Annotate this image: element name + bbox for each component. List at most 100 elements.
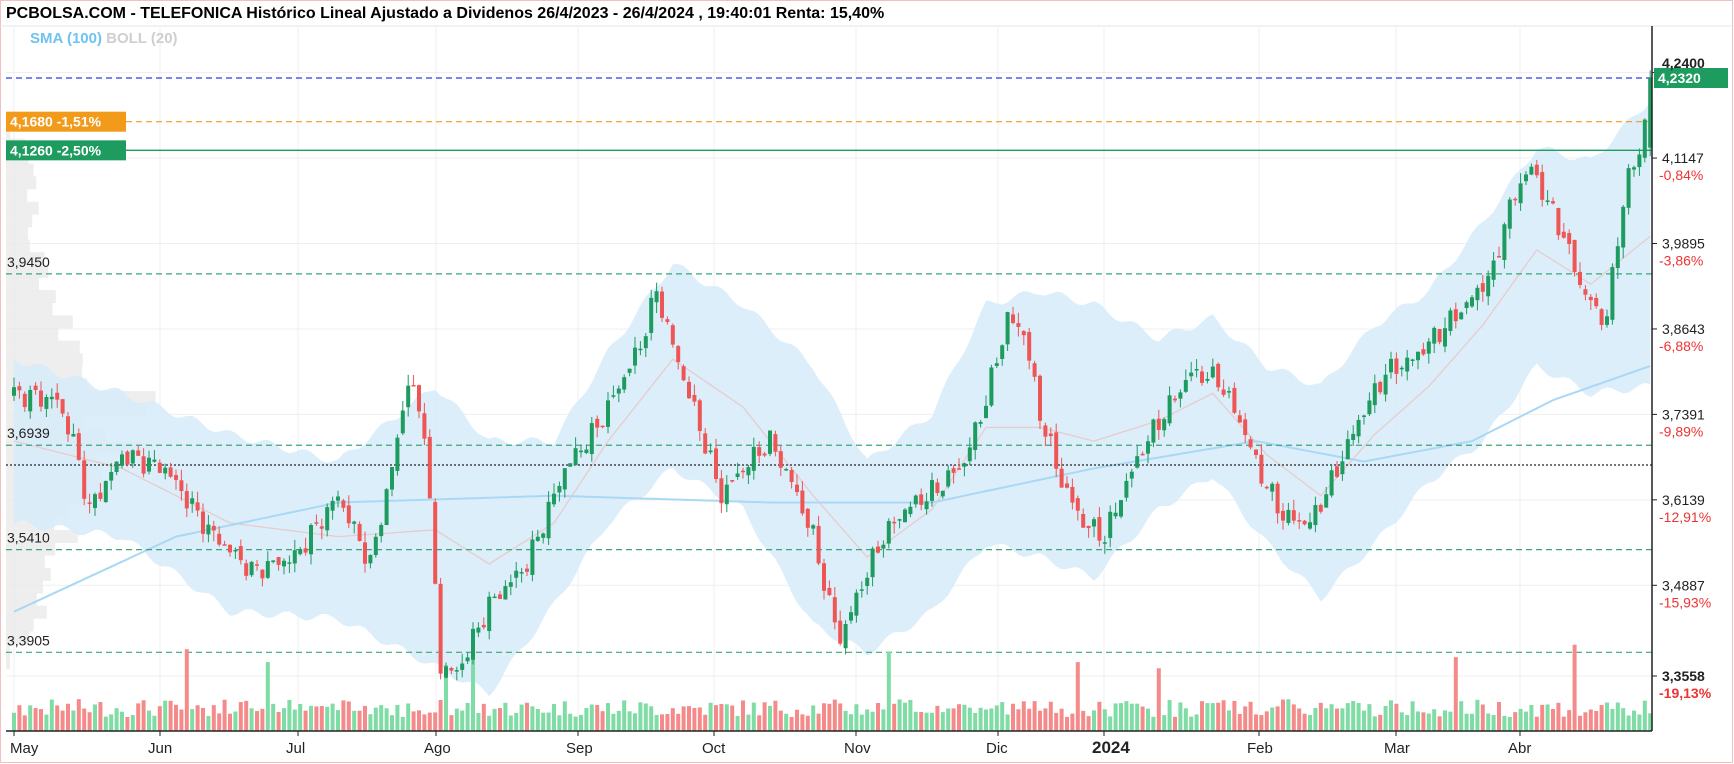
legend-boll[interactable]: BOLL (20) <box>106 30 178 47</box>
candle-body <box>724 484 729 505</box>
volume-bar <box>471 636 475 731</box>
volume-bar <box>784 713 789 731</box>
volume-bar <box>330 703 335 731</box>
volume-bar <box>751 702 756 731</box>
volume-bar <box>811 705 816 731</box>
volume-bar <box>1124 701 1129 731</box>
candle-body <box>1583 289 1588 295</box>
candle-body <box>573 448 578 466</box>
candle-body <box>789 469 794 483</box>
volume-bar <box>1502 715 1507 731</box>
volume-bar <box>703 714 708 731</box>
candle-body <box>1637 154 1642 168</box>
candle-body <box>1102 542 1107 544</box>
volume-bar <box>1156 668 1161 731</box>
candle-body <box>1432 327 1437 344</box>
volume-bar <box>1410 701 1415 731</box>
volume-bar <box>514 712 519 731</box>
volume-bar <box>1043 708 1048 731</box>
volume-bar <box>1000 702 1005 731</box>
volume-bar <box>55 705 60 731</box>
volume-bar <box>400 716 405 731</box>
candle-body <box>1513 198 1518 201</box>
axes: 4,2400 4,1147-0,84% 3,9895-3,86% 3,8643-6,8… <box>6 26 1712 757</box>
candle-body <box>870 548 875 578</box>
volume-bar <box>1437 716 1442 731</box>
reference-lines <box>6 77 1652 653</box>
candle-body <box>768 430 772 454</box>
profile-bar <box>6 189 28 203</box>
volume-bar <box>125 716 130 731</box>
volume-bar <box>282 708 286 731</box>
volume-bar <box>519 704 524 731</box>
profile-bar <box>6 630 30 644</box>
x-tick-label: 2024 <box>1092 738 1130 757</box>
bollinger-band-area <box>14 102 1651 697</box>
volume-bar <box>859 714 864 731</box>
volume-bar <box>1491 715 1496 731</box>
candle-body <box>530 539 535 575</box>
y-tick-pct-label: -12,91% <box>1659 509 1711 525</box>
candle-body <box>800 490 805 514</box>
volume-bar <box>114 708 119 731</box>
volume-bar <box>265 662 270 731</box>
volume-bar <box>1453 657 1458 731</box>
candle-body <box>1038 375 1042 421</box>
legend-sma[interactable]: SMA (100) <box>30 30 102 47</box>
x-tick-label: Abr <box>1508 740 1531 757</box>
volume-bar <box>697 707 702 731</box>
candle-body <box>44 397 49 409</box>
candle-body <box>579 450 583 453</box>
candle-body <box>1021 331 1026 336</box>
volume-bar <box>1470 713 1474 731</box>
candle-body <box>1351 433 1356 441</box>
x-tick-label: Oct <box>702 740 726 757</box>
volume-bar <box>66 703 70 731</box>
y-tick-label: 3,8643 <box>1662 321 1705 337</box>
candle-body <box>1270 483 1275 492</box>
candle-body <box>1540 172 1545 200</box>
volume-bar <box>1227 710 1231 731</box>
candle-body <box>1232 387 1237 413</box>
volume-bar <box>1194 714 1199 731</box>
volume-bar <box>152 715 157 731</box>
volume-bar <box>805 715 810 731</box>
candle-body <box>1626 168 1631 208</box>
candle-body <box>255 564 259 566</box>
volume-bar <box>109 714 114 731</box>
volume-bar <box>735 715 740 731</box>
y-tick-label: 3,9895 <box>1662 236 1705 252</box>
candle-body <box>1097 517 1102 541</box>
candle-body <box>174 475 178 480</box>
bollinger-band <box>13 102 1651 697</box>
volume-bar <box>994 705 999 731</box>
volume-bar <box>1551 709 1555 731</box>
candle-body <box>130 450 135 464</box>
volume-bar <box>1302 713 1307 731</box>
candle-body <box>82 460 87 499</box>
candle-body <box>1534 164 1539 176</box>
candle-body <box>1389 358 1393 373</box>
candle-body <box>984 405 988 419</box>
candle-body <box>390 466 394 490</box>
top-price-label: 4,2400 <box>1662 55 1705 71</box>
volume-bar <box>622 700 627 731</box>
volume-bar <box>768 705 772 731</box>
candle-body <box>1070 486 1075 503</box>
volume-bar <box>816 713 821 731</box>
green-price-tag-box <box>6 140 126 161</box>
candle-body <box>1302 520 1307 525</box>
volume-bar <box>557 715 562 731</box>
volume-bar <box>1254 714 1258 731</box>
y-tick-label: 3,3558 <box>1662 668 1705 684</box>
volume-bar <box>287 699 292 731</box>
candle-body <box>854 592 859 616</box>
volume-bar <box>1075 662 1080 731</box>
candle-body <box>886 520 891 544</box>
candle-body <box>903 509 907 523</box>
volume-bar <box>903 702 907 731</box>
volume-bar <box>1497 701 1501 731</box>
profile-bar <box>6 656 10 670</box>
volume-bar <box>1016 709 1021 731</box>
volume-bar <box>1070 713 1075 731</box>
